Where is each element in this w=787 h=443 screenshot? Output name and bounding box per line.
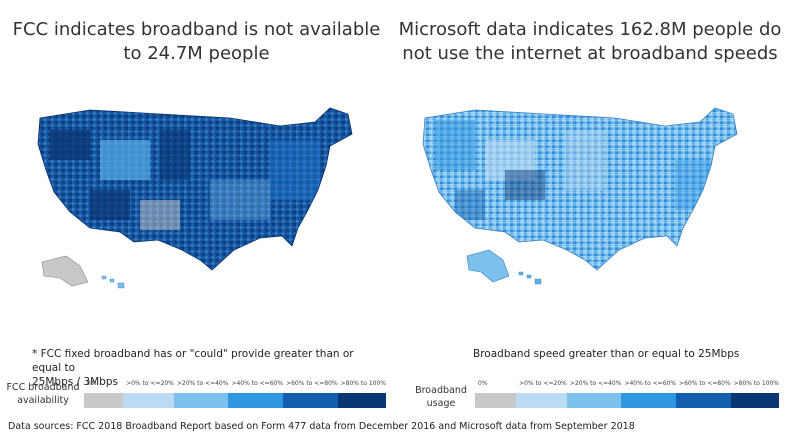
legend-item: >60% to <=80%: [283, 378, 338, 408]
legend-swatch: [730, 393, 779, 408]
legend-label: >0% to <=20%: [519, 380, 567, 387]
fcc-legend-title-line2: availability: [17, 395, 69, 406]
microsoft-legend-title-line2: usage: [426, 398, 456, 409]
legend-swatch: [283, 393, 338, 408]
fcc-note: * FCC fixed broadband has or "could" pro…: [32, 347, 372, 389]
legend-label: >0% to <=20%: [126, 380, 174, 387]
legend-swatch: [566, 393, 622, 408]
microsoft-legend-title: Broadband usage: [408, 384, 474, 410]
legend-swatch: [123, 393, 174, 408]
hawaii-shape: [518, 271, 542, 285]
microsoft-legend-title-line1: Broadband: [415, 385, 467, 396]
right-title-line2: not use the internet at broadband speeds: [402, 43, 778, 64]
microsoft-legend: 0% >0% to <=20% >20% to <=40% >40% to <=…: [475, 378, 779, 408]
alaska-shape: [466, 249, 510, 283]
legend-label: >60% to <=80%: [286, 380, 338, 387]
fcc-legend: 0% >0% to <=20% >20% to <=40% >40% to <=…: [84, 378, 386, 408]
legend-item: >20% to <=40%: [173, 378, 229, 408]
legend-item: >0% to <=20%: [123, 378, 174, 408]
legend-label: >60% to <=80%: [679, 380, 731, 387]
legend-label: >20% to <=40%: [569, 380, 622, 387]
legend-item: 0%: [84, 378, 124, 408]
legend-swatch: [173, 393, 229, 408]
legend-swatch: [621, 393, 677, 408]
left-title-line2: to 24.7M people: [123, 43, 270, 64]
microsoft-note-line1: Broadband speed greater than or equal to…: [473, 348, 740, 360]
left-map-title: FCC indicates broadband is not available…: [0, 18, 393, 66]
fcc-note-line1: * FCC fixed broadband has or "could" pro…: [32, 348, 354, 374]
fcc-availability-map: [37, 107, 353, 289]
legend-label: 0%: [478, 380, 488, 387]
legend-label: >80% to 100%: [340, 380, 386, 387]
legend-item: >60% to <=80%: [676, 378, 731, 408]
legend-item: 0%: [475, 378, 517, 408]
microsoft-usage-map: [422, 107, 738, 285]
legend-swatch: [676, 393, 731, 408]
legend-item: >0% to <=20%: [516, 378, 567, 408]
legend-swatch: [84, 393, 124, 408]
right-title-line1: Microsoft data indicates 162.8M people d…: [398, 19, 782, 40]
left-title-line1: FCC indicates broadband is not available: [12, 19, 381, 40]
legend-swatch: [337, 393, 386, 408]
legend-item: >40% to <=60%: [621, 378, 677, 408]
alaska-shape: [41, 255, 89, 287]
fcc-legend-title: FCC broadband availability: [6, 381, 80, 407]
legend-label: >20% to <=40%: [176, 380, 229, 387]
legend-item: >80% to 100%: [337, 378, 386, 408]
legend-swatch: [475, 393, 517, 408]
right-map-title: Microsoft data indicates 162.8M people d…: [393, 18, 787, 66]
data-sources-footer: Data sources: FCC 2018 Broadband Report …: [8, 421, 635, 432]
legend-item: >20% to <=40%: [566, 378, 622, 408]
legend-swatch: [228, 393, 284, 408]
legend-item: >40% to <=60%: [228, 378, 284, 408]
legend-label: >40% to <=60%: [231, 380, 284, 387]
fcc-legend-title-line1: FCC broadband: [6, 382, 80, 393]
legend-swatch: [516, 393, 567, 408]
legend-label: >40% to <=60%: [624, 380, 677, 387]
hawaii-shape: [101, 275, 125, 289]
legend-label: >80% to 100%: [733, 380, 779, 387]
legend-label: 0%: [87, 380, 97, 387]
fcc-note-line2: 25Mbps / 3Mbps: [32, 376, 118, 388]
legend-item: >80% to 100%: [730, 378, 779, 408]
microsoft-note: Broadband speed greater than or equal to…: [473, 347, 773, 361]
